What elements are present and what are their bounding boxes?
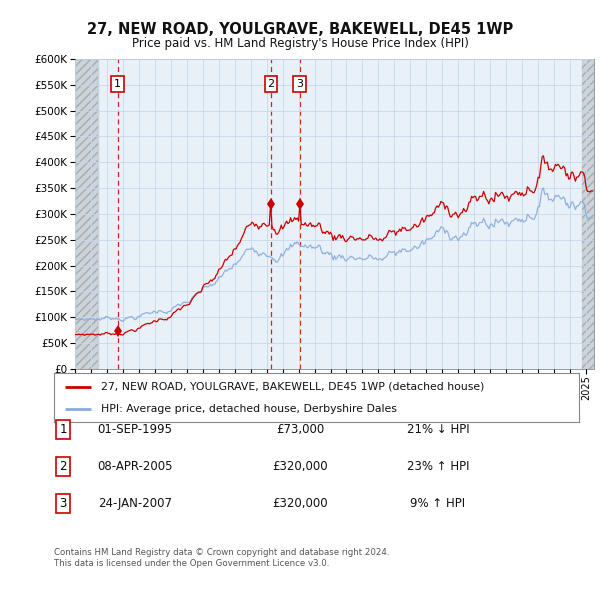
Text: 1: 1 [114, 79, 121, 88]
Text: 9% ↑ HPI: 9% ↑ HPI [410, 497, 466, 510]
Text: 1: 1 [59, 423, 67, 436]
Text: £73,000: £73,000 [276, 423, 324, 436]
Text: 27, NEW ROAD, YOULGRAVE, BAKEWELL, DE45 1WP (detached house): 27, NEW ROAD, YOULGRAVE, BAKEWELL, DE45 … [101, 382, 485, 392]
Text: 2: 2 [268, 79, 275, 88]
Bar [582, 59, 594, 369]
Text: 23% ↑ HPI: 23% ↑ HPI [407, 460, 469, 473]
Text: Contains HM Land Registry data © Crown copyright and database right 2024.
This d: Contains HM Land Registry data © Crown c… [54, 548, 389, 568]
Text: £320,000: £320,000 [272, 497, 328, 510]
Text: 08-APR-2005: 08-APR-2005 [97, 460, 173, 473]
Text: HPI: Average price, detached house, Derbyshire Dales: HPI: Average price, detached house, Derb… [101, 404, 397, 414]
Bar [75, 59, 98, 369]
Text: £320,000: £320,000 [272, 460, 328, 473]
Text: 01-SEP-1995: 01-SEP-1995 [97, 423, 173, 436]
Text: 3: 3 [59, 497, 67, 510]
Text: 21% ↓ HPI: 21% ↓ HPI [407, 423, 469, 436]
Text: 24-JAN-2007: 24-JAN-2007 [98, 497, 172, 510]
Text: 2: 2 [59, 460, 67, 473]
Bar [75, 59, 98, 369]
Text: Price paid vs. HM Land Registry's House Price Index (HPI): Price paid vs. HM Land Registry's House … [131, 37, 469, 50]
Bar [582, 59, 594, 369]
Text: 3: 3 [296, 79, 303, 88]
Text: 27, NEW ROAD, YOULGRAVE, BAKEWELL, DE45 1WP: 27, NEW ROAD, YOULGRAVE, BAKEWELL, DE45 … [87, 22, 513, 37]
